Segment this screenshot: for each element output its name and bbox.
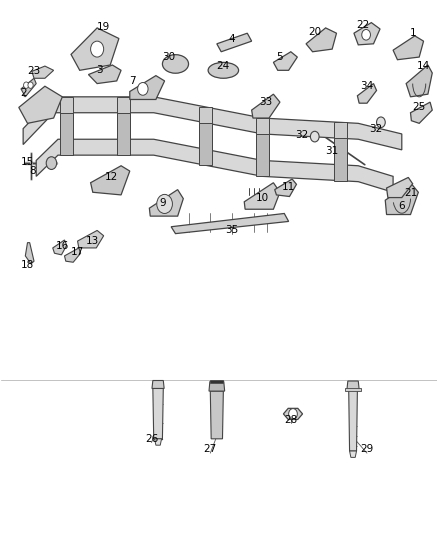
Text: 35: 35 (226, 225, 239, 236)
Polygon shape (256, 134, 269, 176)
Polygon shape (153, 389, 163, 439)
Text: 26: 26 (145, 434, 158, 444)
Polygon shape (210, 391, 223, 439)
Circle shape (377, 117, 385, 127)
Circle shape (138, 83, 148, 95)
Text: 5: 5 (277, 52, 283, 62)
Polygon shape (155, 439, 162, 445)
Polygon shape (217, 33, 252, 52)
Polygon shape (60, 97, 73, 139)
Text: 27: 27 (204, 445, 217, 455)
Polygon shape (199, 107, 212, 149)
Text: 17: 17 (71, 247, 84, 257)
Circle shape (24, 82, 29, 88)
Text: 30: 30 (162, 52, 176, 62)
Circle shape (311, 131, 319, 142)
Text: 19: 19 (97, 22, 110, 32)
Polygon shape (349, 390, 357, 451)
Circle shape (157, 195, 173, 214)
Polygon shape (406, 65, 432, 97)
Polygon shape (354, 22, 380, 45)
Text: 4: 4 (229, 34, 235, 44)
Polygon shape (347, 381, 359, 390)
Polygon shape (91, 166, 130, 195)
Polygon shape (199, 123, 212, 165)
Circle shape (91, 41, 104, 57)
Polygon shape (88, 65, 121, 84)
Text: 33: 33 (259, 97, 272, 107)
Text: 31: 31 (325, 146, 338, 156)
Text: 22: 22 (356, 20, 369, 30)
Polygon shape (387, 177, 413, 198)
Text: 12: 12 (104, 172, 118, 182)
Polygon shape (36, 139, 393, 192)
Polygon shape (209, 382, 225, 391)
Polygon shape (64, 248, 81, 262)
Polygon shape (385, 183, 418, 215)
Text: 20: 20 (308, 27, 321, 37)
Text: 18: 18 (21, 261, 34, 270)
Polygon shape (19, 86, 62, 123)
Polygon shape (117, 113, 130, 155)
Text: 2: 2 (21, 87, 27, 98)
Polygon shape (149, 190, 184, 216)
Text: 34: 34 (360, 81, 374, 91)
Ellipse shape (162, 55, 188, 73)
Circle shape (362, 29, 371, 40)
Polygon shape (273, 52, 297, 70)
Circle shape (289, 409, 297, 419)
Text: 3: 3 (96, 66, 102, 75)
Text: 7: 7 (129, 76, 135, 86)
Polygon shape (275, 179, 297, 197)
Text: 28: 28 (284, 415, 297, 425)
Polygon shape (210, 381, 223, 383)
Text: 16: 16 (56, 241, 69, 252)
Polygon shape (130, 76, 165, 100)
Polygon shape (252, 94, 280, 118)
Polygon shape (53, 240, 67, 255)
Text: 21: 21 (404, 188, 417, 198)
Text: 23: 23 (28, 67, 41, 76)
Polygon shape (117, 97, 130, 139)
Polygon shape (256, 118, 269, 160)
Text: 29: 29 (360, 445, 374, 455)
Polygon shape (283, 408, 303, 419)
Polygon shape (393, 36, 424, 60)
Text: 25: 25 (413, 102, 426, 112)
Text: 13: 13 (86, 236, 99, 246)
Polygon shape (350, 451, 357, 457)
Polygon shape (23, 97, 402, 150)
Polygon shape (152, 381, 164, 389)
Polygon shape (244, 183, 280, 209)
Polygon shape (334, 123, 347, 165)
Ellipse shape (208, 62, 239, 78)
Polygon shape (345, 388, 361, 391)
Text: 32: 32 (369, 124, 382, 134)
Text: 32: 32 (295, 130, 308, 140)
Polygon shape (171, 214, 289, 233)
Polygon shape (306, 28, 336, 52)
Polygon shape (410, 102, 432, 123)
Polygon shape (78, 230, 104, 248)
Polygon shape (71, 28, 119, 70)
Text: 24: 24 (217, 61, 230, 71)
Text: 11: 11 (282, 182, 295, 192)
Polygon shape (357, 84, 377, 103)
Text: 9: 9 (159, 198, 166, 208)
Text: 6: 6 (399, 200, 405, 211)
Text: 1: 1 (410, 28, 416, 38)
Circle shape (28, 82, 33, 88)
Polygon shape (25, 243, 34, 264)
Text: 15: 15 (21, 157, 34, 166)
Text: 14: 14 (417, 61, 430, 71)
Text: 8: 8 (29, 166, 36, 176)
Polygon shape (32, 66, 53, 78)
Text: 10: 10 (256, 192, 269, 203)
Polygon shape (21, 78, 36, 97)
Polygon shape (334, 138, 347, 181)
Circle shape (46, 157, 57, 169)
Polygon shape (60, 113, 73, 155)
